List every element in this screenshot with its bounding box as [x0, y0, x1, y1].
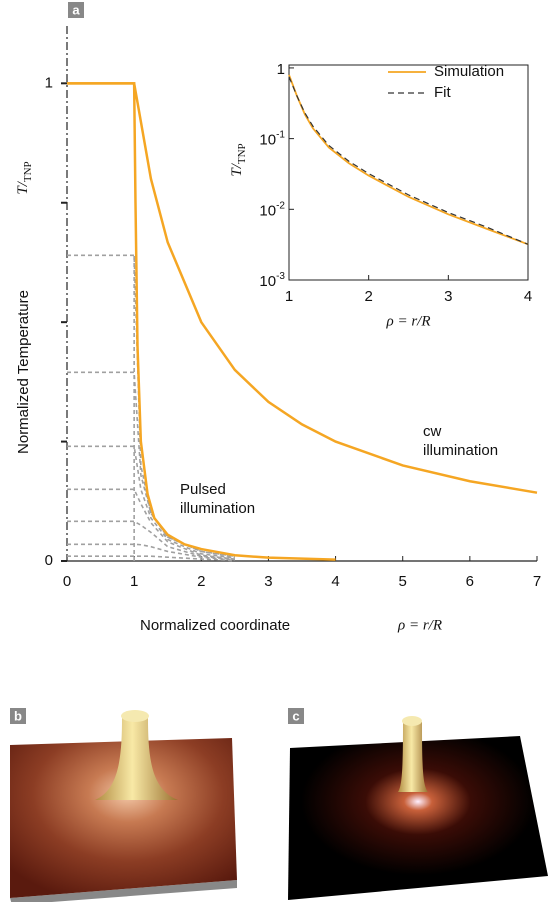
panel-label: b [14, 708, 22, 723]
x-tick-label: 3 [264, 573, 272, 590]
x-tick-label: 0 [63, 573, 71, 590]
annotation: illumination [180, 500, 255, 517]
annotation: cw [423, 423, 442, 440]
x-tick-label: 6 [466, 573, 474, 590]
peak-top [121, 710, 149, 722]
panel-label-box [288, 708, 304, 724]
peak [398, 722, 428, 792]
x-tick-label: 2 [197, 573, 205, 590]
surface [10, 738, 237, 898]
panel-label: c [292, 708, 299, 723]
time-step-line [67, 543, 235, 561]
y-axis-label-math: T/TNP [15, 161, 33, 194]
annotation: Pulsed [180, 481, 226, 498]
x-tick-label: 3 [444, 288, 452, 305]
inset-frame [288, 64, 529, 281]
panel-label-box [10, 708, 26, 724]
y-tick-label: 10-3 [259, 271, 285, 290]
panel-a: a 0 1 2 3 4 5 6 7 0 1 Pulsed illumination cw illuminat… [15, 2, 541, 634]
panel-label-box [68, 2, 84, 18]
y-tick-label: 0 [45, 552, 53, 569]
x-tick-label: 1 [285, 288, 293, 305]
y-tick-label: 10-1 [259, 129, 285, 148]
legend-label: Simulation [434, 63, 504, 80]
x-tick-label: 1 [130, 573, 138, 590]
surface-edge [10, 880, 237, 902]
x-tick-label: 2 [364, 288, 372, 305]
time-step-line [67, 445, 235, 559]
surface [288, 736, 548, 900]
panel-c [288, 716, 548, 900]
series-line [67, 82, 538, 494]
panel-b [10, 710, 237, 902]
y-tick-label: 1 [277, 61, 285, 78]
x-tick-label: 7 [533, 573, 541, 590]
time-step-line [67, 520, 235, 561]
x-axis-label: ρ = r/R [386, 313, 431, 329]
x-tick-label: 4 [524, 288, 532, 305]
x-axis-label-math: ρ = r/R [397, 617, 442, 633]
time-step-line [67, 371, 235, 558]
x-tick-label: 5 [399, 573, 407, 590]
series-line [67, 82, 336, 561]
y-axis-label: Normalized Temperature [15, 290, 32, 454]
y-axis-label: T/TNP [229, 143, 247, 176]
time-step-line [67, 555, 235, 562]
legend-label: Fit [434, 84, 451, 101]
panel-label: a [72, 2, 80, 17]
peak-top [402, 716, 422, 726]
x-axis-label: Normalized coordinate [140, 617, 290, 634]
x-tick-label: 4 [331, 573, 339, 590]
series-line [288, 76, 529, 245]
annotation: illumination [423, 442, 498, 459]
peak [95, 718, 178, 800]
y-tick-label: 1 [45, 74, 53, 91]
y-tick-label: 10-2 [259, 200, 285, 219]
